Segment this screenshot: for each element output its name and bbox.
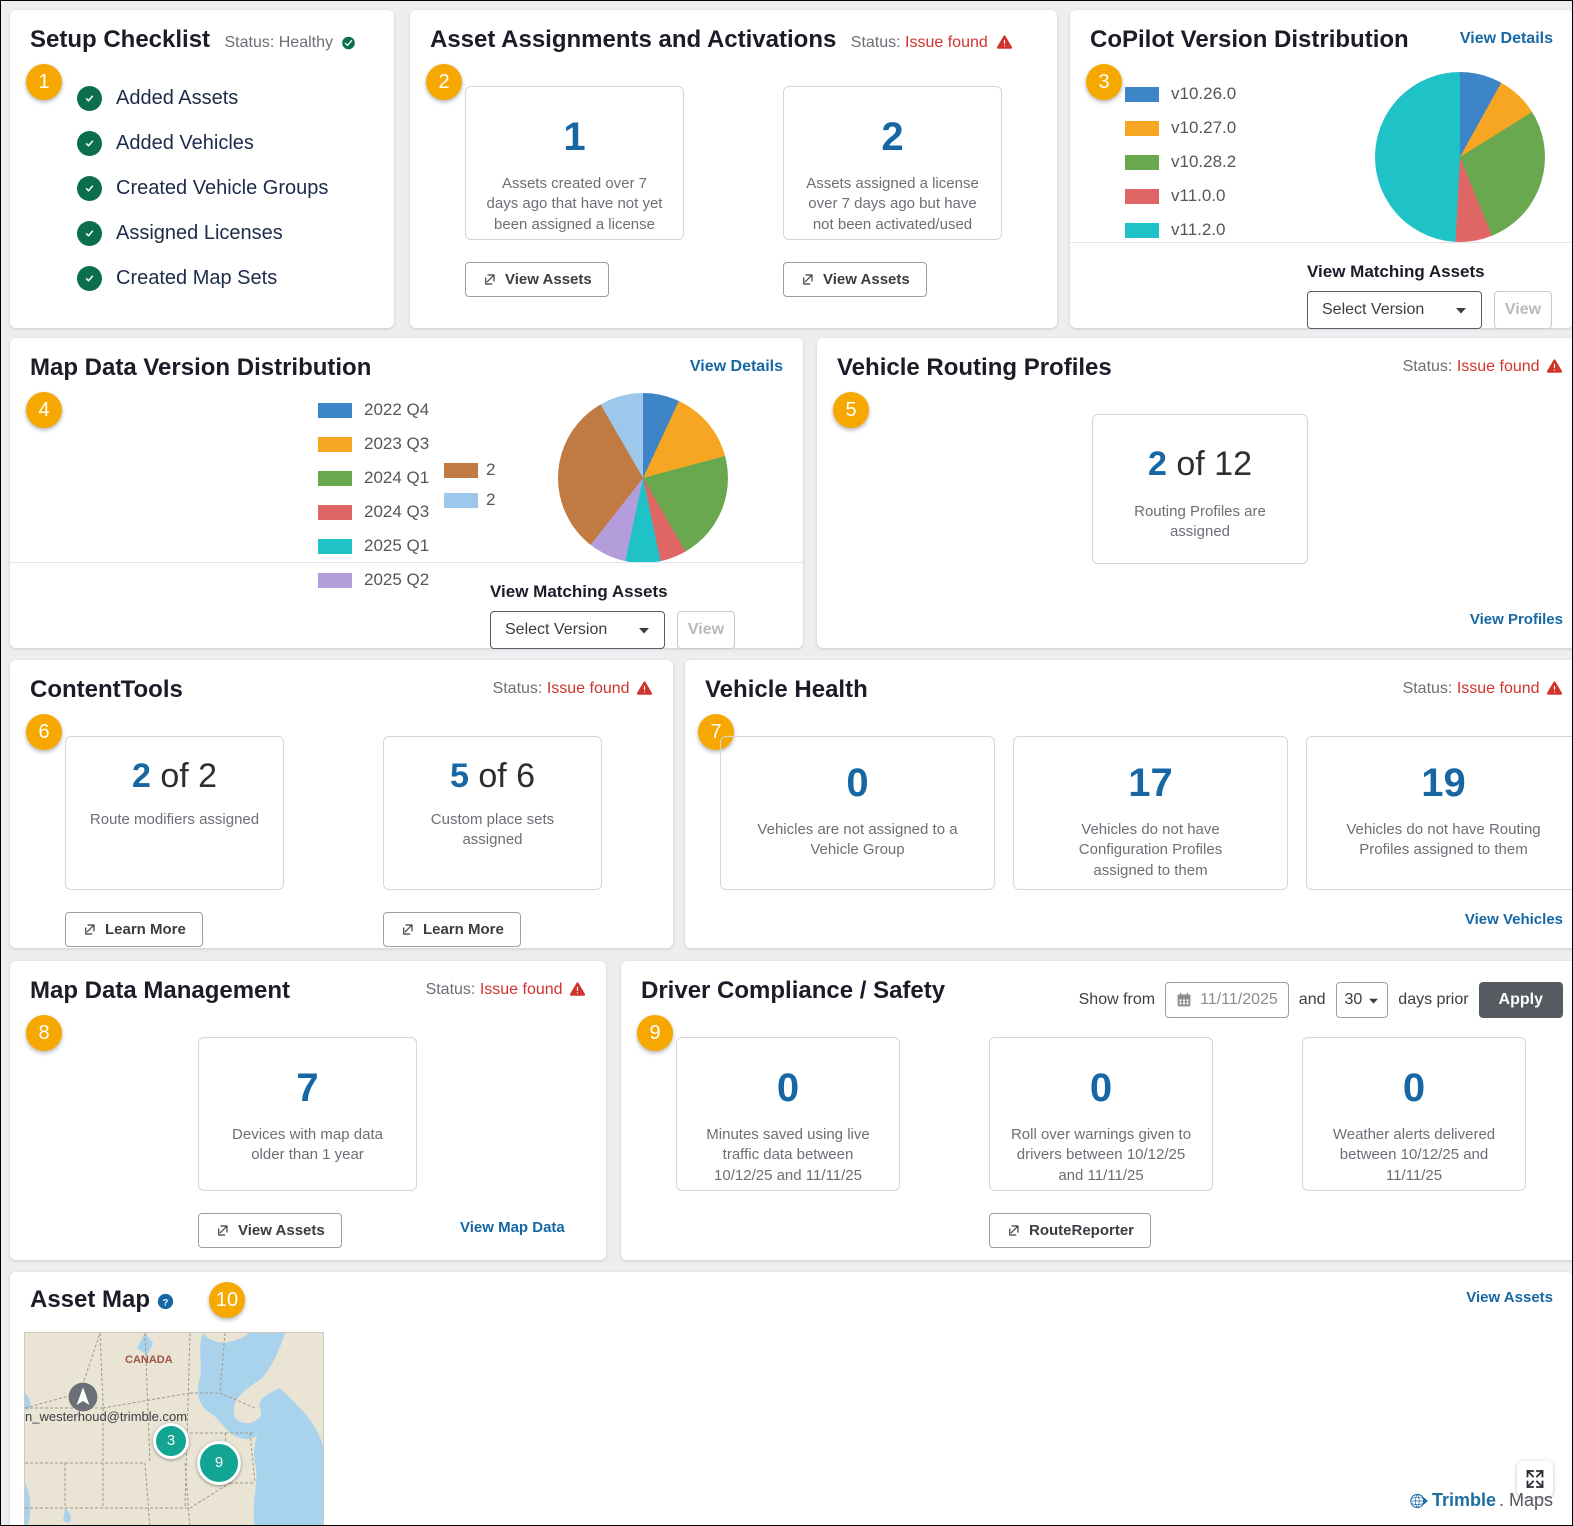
svg-text:CANADA: CANADA [125,1354,173,1366]
svg-text:?: ? [163,1297,169,1307]
